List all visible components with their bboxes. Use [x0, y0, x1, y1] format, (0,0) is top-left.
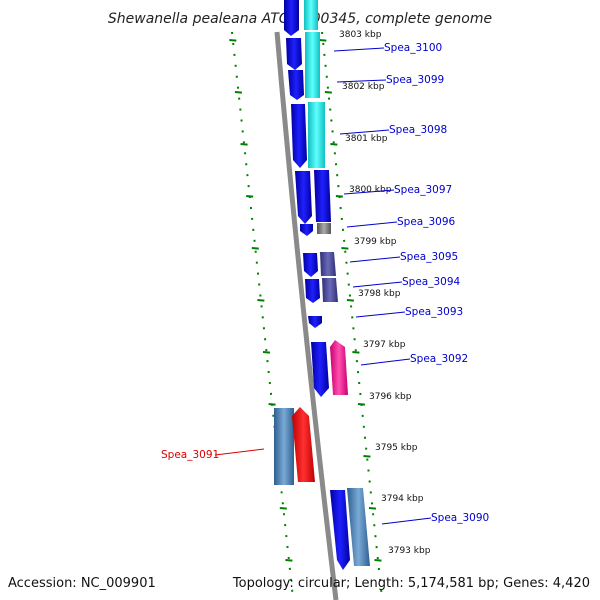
- gene-label-spea-3098[interactable]: Spea_3098: [389, 124, 447, 136]
- tick-mark: [262, 351, 271, 354]
- gene-feature-steel-1: [274, 408, 294, 485]
- tick-mark: [352, 351, 360, 354]
- gene-leader-line: [349, 256, 401, 263]
- gene-features: [274, 0, 370, 570]
- gene-feature-cyan-3: [308, 102, 325, 168]
- gene-feature-red-1: [292, 407, 315, 482]
- gene-feature-blue-1: [284, 0, 299, 36]
- kbp-labels: 3803 kbp 3802 kbp 3801 kbp 3800 kbp 3799…: [339, 30, 431, 556]
- gene-label-spea-3097[interactable]: Spea_3097: [394, 184, 452, 196]
- kbp-label: 3800 kbp: [349, 185, 392, 195]
- gene-label-spea-3094[interactable]: Spea_3094: [402, 276, 461, 288]
- tick-mark: [335, 195, 343, 198]
- gene-label-spea-3096[interactable]: Spea_3096: [397, 216, 456, 228]
- kbp-label: 3801 kbp: [345, 134, 388, 144]
- gene-feature-blue-3: [288, 70, 304, 100]
- tick-mark: [341, 247, 349, 250]
- kbp-label: 3796 kbp: [369, 392, 412, 402]
- genome-backbone: [274, 31, 339, 600]
- ruler-lines: [231, 31, 383, 599]
- gene-leader-line: [352, 281, 403, 288]
- kbp-label: 3794 kbp: [381, 494, 424, 504]
- tick-mark: [285, 559, 293, 562]
- gene-feature-cyan-1: [304, 0, 318, 30]
- tick-mark: [251, 247, 259, 250]
- tick-mark: [257, 299, 265, 302]
- kbp-label: 3802 kbp: [342, 82, 385, 92]
- gene-leader-line: [214, 448, 265, 456]
- gene-label-spea-3092[interactable]: Spea_3092: [410, 353, 468, 365]
- tick-mark: [240, 143, 248, 146]
- gene-feature-slate-2: [322, 278, 338, 302]
- gene-feature-gray-1: [317, 223, 331, 234]
- genome-summary-text: Topology: circular; Length: 5,174,581 bp…: [232, 576, 590, 591]
- tick-marks: [229, 39, 382, 562]
- tick-mark: [346, 299, 354, 302]
- gene-feature-blue-5: [295, 171, 312, 224]
- gene-feature-slate-1: [320, 252, 336, 276]
- gene-leader-line: [355, 311, 406, 318]
- tick-mark: [324, 91, 332, 94]
- tick-mark: [246, 195, 254, 198]
- kbp-label: 3803 kbp: [339, 30, 382, 40]
- gene-label-spea-3090[interactable]: Spea_3090: [431, 512, 489, 524]
- gene-leader-line: [381, 517, 432, 525]
- gene-feature-blue-11: [311, 342, 329, 397]
- gene-label-spea-3093[interactable]: Spea_3093: [405, 306, 463, 318]
- gene-feature-cyan-2: [305, 32, 320, 98]
- gene-label-spea-3100[interactable]: Spea_3100: [384, 42, 442, 54]
- gene-feature-blue-7: [300, 224, 313, 236]
- gene-feature-blue-10: [308, 316, 322, 328]
- gene-feature-blue-9: [305, 279, 320, 303]
- gene-label-spea-3099[interactable]: Spea_3099: [386, 74, 444, 86]
- tick-mark: [330, 143, 338, 146]
- kbp-label: 3795 kbp: [375, 443, 418, 453]
- gene-feature-steel-2: [347, 488, 370, 566]
- genome-title: Shewanella pealeana ATCC 700345, complet…: [108, 11, 492, 27]
- gene-feature-blue-4: [291, 104, 307, 168]
- gene-leader-line: [339, 129, 390, 135]
- right-dotted-line: [321, 31, 383, 599]
- gene-labels: Spea_3100 Spea_3099 Spea_3098 Spea_3097 …: [161, 42, 489, 524]
- left-dotted-line: [231, 31, 294, 599]
- kbp-label: 3797 kbp: [363, 340, 406, 350]
- gene-leader-line: [333, 47, 385, 52]
- kbp-label: 3793 kbp: [388, 546, 431, 556]
- kbp-label: 3798 kbp: [358, 289, 401, 299]
- gene-feature-blue-8: [303, 253, 318, 277]
- gene-feature-blue-6: [314, 170, 331, 222]
- gene-label-spea-3095[interactable]: Spea_3095: [400, 251, 458, 263]
- tick-mark: [374, 559, 382, 562]
- tick-mark: [368, 507, 377, 510]
- tick-mark: [229, 39, 237, 42]
- tick-mark: [363, 455, 371, 458]
- tick-mark: [268, 403, 276, 406]
- tick-mark: [357, 403, 366, 406]
- kbp-label: 3799 kbp: [354, 237, 397, 247]
- tick-mark: [234, 91, 243, 94]
- gene-leader-line: [360, 358, 411, 366]
- gene-label-lines: [214, 47, 432, 525]
- gene-leader-line: [346, 221, 398, 228]
- gene-feature-blue-2: [286, 38, 302, 70]
- tick-mark: [319, 39, 327, 42]
- tick-mark: [279, 507, 287, 510]
- accession-text: Accession: NC_009901: [8, 576, 156, 591]
- gene-label-spea-3091[interactable]: Spea_3091: [161, 449, 219, 461]
- gene-feature-blue-12: [330, 490, 350, 570]
- gene-leader-line: [336, 79, 387, 83]
- gene-leader-line: [343, 189, 395, 195]
- gene-feature-pink-1: [330, 340, 348, 395]
